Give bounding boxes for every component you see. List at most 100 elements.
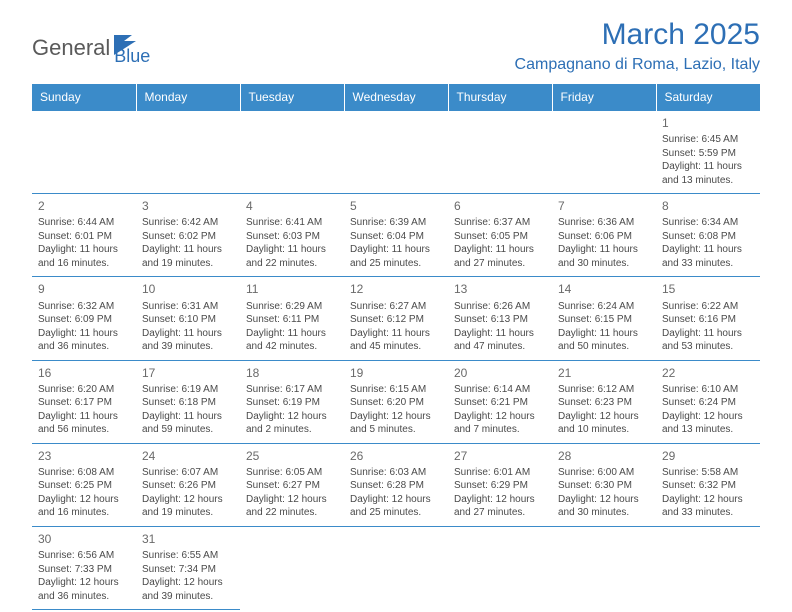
day-number: 13 xyxy=(454,281,546,297)
sunrise-text: Sunrise: 6:00 AM xyxy=(558,466,650,480)
daylight-text: Daylight: 12 hours xyxy=(558,493,650,507)
daylight-text: Daylight: 12 hours xyxy=(454,410,546,424)
sunrise-text: Sunrise: 6:29 AM xyxy=(246,300,338,314)
daylight-text: Daylight: 12 hours xyxy=(38,493,130,507)
blank-cell xyxy=(240,111,344,194)
day-cell: 16Sunrise: 6:20 AMSunset: 6:17 PMDayligh… xyxy=(32,360,136,443)
daylight-text: and 47 minutes. xyxy=(454,340,546,354)
weekday-header-row: Sunday Monday Tuesday Wednesday Thursday… xyxy=(32,84,760,111)
day-number: 24 xyxy=(142,448,234,464)
daylight-text: and 30 minutes. xyxy=(558,257,650,271)
day-cell: 17Sunrise: 6:19 AMSunset: 6:18 PMDayligh… xyxy=(136,360,240,443)
blank-cell xyxy=(32,111,136,194)
day-number: 28 xyxy=(558,448,650,464)
sunset-text: Sunset: 6:23 PM xyxy=(558,396,650,410)
day-number: 14 xyxy=(558,281,650,297)
day-number: 9 xyxy=(38,281,130,297)
sunset-text: Sunset: 6:13 PM xyxy=(454,313,546,327)
daylight-text: Daylight: 11 hours xyxy=(246,327,338,341)
daylight-text: and 22 minutes. xyxy=(246,506,338,520)
sunrise-text: Sunrise: 6:15 AM xyxy=(350,383,442,397)
sunrise-text: Sunrise: 6:36 AM xyxy=(558,216,650,230)
location: Campagnano di Roma, Lazio, Italy xyxy=(515,56,760,74)
daylight-text: Daylight: 11 hours xyxy=(662,160,754,174)
calendar-row: 30Sunrise: 6:56 AMSunset: 7:33 PMDayligh… xyxy=(32,526,760,609)
sunset-text: Sunset: 6:32 PM xyxy=(662,479,754,493)
day-number: 31 xyxy=(142,531,234,547)
sunrise-text: Sunrise: 6:42 AM xyxy=(142,216,234,230)
daylight-text: Daylight: 12 hours xyxy=(662,410,754,424)
day-cell: 21Sunrise: 6:12 AMSunset: 6:23 PMDayligh… xyxy=(552,360,656,443)
sunrise-text: Sunrise: 6:27 AM xyxy=(350,300,442,314)
daylight-text: and 10 minutes. xyxy=(558,423,650,437)
day-number: 29 xyxy=(662,448,754,464)
day-number: 3 xyxy=(142,198,234,214)
day-cell: 3Sunrise: 6:42 AMSunset: 6:02 PMDaylight… xyxy=(136,194,240,277)
day-number: 7 xyxy=(558,198,650,214)
daylight-text: Daylight: 11 hours xyxy=(38,410,130,424)
sunset-text: Sunset: 6:29 PM xyxy=(454,479,546,493)
sunrise-text: Sunrise: 6:20 AM xyxy=(38,383,130,397)
sunset-text: Sunset: 6:08 PM xyxy=(662,230,754,244)
daylight-text: Daylight: 12 hours xyxy=(454,493,546,507)
sunset-text: Sunset: 6:06 PM xyxy=(558,230,650,244)
daylight-text: and 56 minutes. xyxy=(38,423,130,437)
calendar-row: 1 Sunrise: 6:45 AM Sunset: 5:59 PM Dayli… xyxy=(32,111,760,194)
title-block: March 2025 Campagnano di Roma, Lazio, It… xyxy=(515,18,760,74)
day-cell: 27Sunrise: 6:01 AMSunset: 6:29 PMDayligh… xyxy=(448,443,552,526)
daylight-text: and 13 minutes. xyxy=(662,174,754,188)
daylight-text: and 59 minutes. xyxy=(142,423,234,437)
day-number: 8 xyxy=(662,198,754,214)
daylight-text: and 42 minutes. xyxy=(246,340,338,354)
day-number: 25 xyxy=(246,448,338,464)
daylight-text: Daylight: 12 hours xyxy=(350,493,442,507)
sunrise-text: Sunrise: 6:37 AM xyxy=(454,216,546,230)
weekday-header: Tuesday xyxy=(240,84,344,111)
daylight-text: and 27 minutes. xyxy=(454,257,546,271)
sunrise-text: Sunrise: 6:41 AM xyxy=(246,216,338,230)
sunrise-text: Sunrise: 6:24 AM xyxy=(558,300,650,314)
daylight-text: Daylight: 11 hours xyxy=(38,327,130,341)
sunset-text: Sunset: 6:09 PM xyxy=(38,313,130,327)
sunset-text: Sunset: 6:28 PM xyxy=(350,479,442,493)
day-cell: 29Sunrise: 5:58 AMSunset: 6:32 PMDayligh… xyxy=(656,443,760,526)
daylight-text: Daylight: 12 hours xyxy=(142,493,234,507)
daylight-text: and 39 minutes. xyxy=(142,590,234,604)
day-cell: 23Sunrise: 6:08 AMSunset: 6:25 PMDayligh… xyxy=(32,443,136,526)
blank-cell xyxy=(344,111,448,194)
daylight-text: and 16 minutes. xyxy=(38,506,130,520)
daylight-text: Daylight: 12 hours xyxy=(558,410,650,424)
day-number: 26 xyxy=(350,448,442,464)
weekday-header: Wednesday xyxy=(344,84,448,111)
sunrise-text: Sunrise: 6:17 AM xyxy=(246,383,338,397)
sunset-text: Sunset: 6:04 PM xyxy=(350,230,442,244)
day-number: 5 xyxy=(350,198,442,214)
daylight-text: and 19 minutes. xyxy=(142,257,234,271)
blank-cell xyxy=(552,526,656,609)
daylight-text: and 19 minutes. xyxy=(142,506,234,520)
sunrise-text: Sunrise: 6:22 AM xyxy=(662,300,754,314)
daylight-text: and 36 minutes. xyxy=(38,590,130,604)
sunset-text: Sunset: 6:01 PM xyxy=(38,230,130,244)
sunset-text: Sunset: 5:59 PM xyxy=(662,147,754,161)
day-cell: 8Sunrise: 6:34 AMSunset: 6:08 PMDaylight… xyxy=(656,194,760,277)
logo: General Blue xyxy=(32,28,150,67)
calendar-table: Sunday Monday Tuesday Wednesday Thursday… xyxy=(32,84,760,610)
month-title: March 2025 xyxy=(515,18,760,52)
daylight-text: and 25 minutes. xyxy=(350,506,442,520)
sunset-text: Sunset: 6:27 PM xyxy=(246,479,338,493)
day-number: 4 xyxy=(246,198,338,214)
sunset-text: Sunset: 6:24 PM xyxy=(662,396,754,410)
daylight-text: Daylight: 12 hours xyxy=(350,410,442,424)
blank-cell xyxy=(136,111,240,194)
daylight-text: and 7 minutes. xyxy=(454,423,546,437)
daylight-text: Daylight: 12 hours xyxy=(662,493,754,507)
day-cell: 19Sunrise: 6:15 AMSunset: 6:20 PMDayligh… xyxy=(344,360,448,443)
day-cell: 15Sunrise: 6:22 AMSunset: 6:16 PMDayligh… xyxy=(656,277,760,360)
day-cell: 4Sunrise: 6:41 AMSunset: 6:03 PMDaylight… xyxy=(240,194,344,277)
daylight-text: and 33 minutes. xyxy=(662,257,754,271)
sunset-text: Sunset: 6:11 PM xyxy=(246,313,338,327)
sunrise-text: Sunrise: 6:56 AM xyxy=(38,549,130,563)
sunrise-text: Sunrise: 6:07 AM xyxy=(142,466,234,480)
day-cell: 9Sunrise: 6:32 AMSunset: 6:09 PMDaylight… xyxy=(32,277,136,360)
